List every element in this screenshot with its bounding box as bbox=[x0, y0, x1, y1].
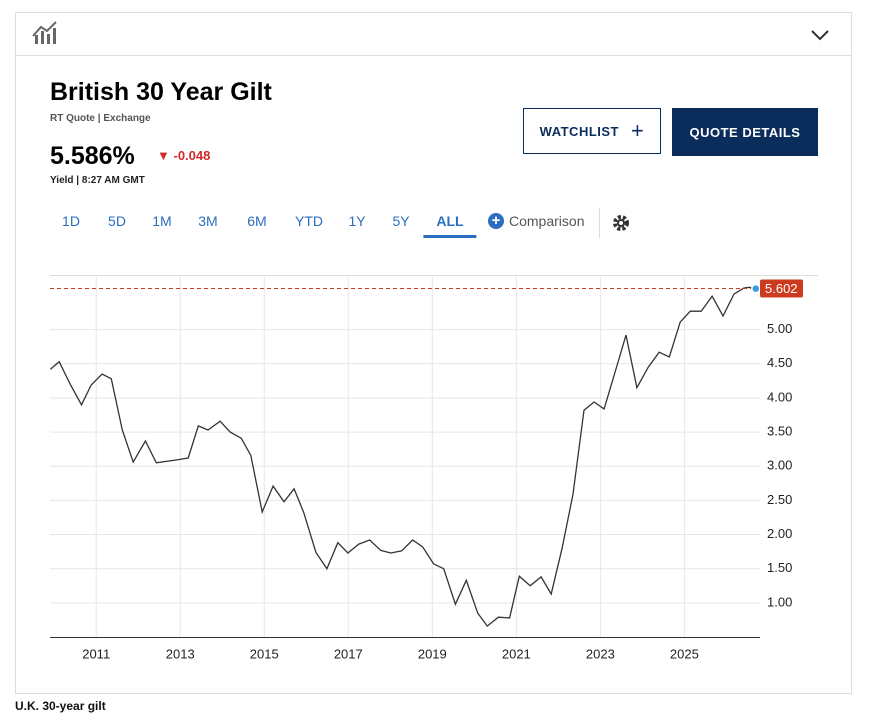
quote-title: British 30 Year Gilt bbox=[50, 78, 272, 106]
y-tick-label: 3.50 bbox=[767, 424, 792, 439]
range-tab[interactable]: 6M bbox=[247, 213, 267, 229]
down-arrow: ▼ bbox=[157, 148, 174, 163]
y-tick-label: 5.00 bbox=[767, 321, 792, 336]
comparison-label: Comparison bbox=[509, 213, 585, 229]
y-tick-label: 1.50 bbox=[767, 560, 792, 575]
quote-price: 5.586% bbox=[50, 142, 135, 170]
y-tick-label: 2.50 bbox=[767, 492, 792, 507]
last-point bbox=[751, 283, 761, 294]
x-tick-label: 2017 bbox=[334, 646, 363, 661]
range-tab[interactable]: YTD bbox=[295, 213, 323, 229]
caption: U.K. 30-year gilt bbox=[15, 699, 106, 713]
range-tab[interactable]: 1M bbox=[152, 213, 172, 229]
y-tick-label: 3.00 bbox=[767, 458, 792, 473]
y-tick-label: 1.00 bbox=[767, 594, 792, 609]
chart-icon[interactable] bbox=[32, 21, 57, 44]
x-tick-label: 2025 bbox=[670, 646, 699, 661]
watchlist-button[interactable]: WATCHLIST + bbox=[523, 108, 661, 154]
comparison-button[interactable]: + Comparison bbox=[488, 213, 584, 229]
quote-source: RT Quote | Exchange bbox=[50, 113, 151, 124]
plus-circle: + bbox=[488, 213, 504, 229]
range-tab[interactable]: 5D bbox=[108, 213, 126, 229]
range-tab[interactable]: 1D bbox=[62, 213, 80, 229]
price-line bbox=[49, 286, 756, 628]
y-tick-label: 4.50 bbox=[767, 355, 792, 370]
y-tick-label: 4.00 bbox=[767, 389, 792, 404]
button-label: WATCHLIST bbox=[539, 123, 619, 139]
x-tick-label: 2019 bbox=[418, 646, 447, 661]
x-tick-label: 2015 bbox=[250, 646, 279, 661]
range-tab[interactable]: 3M bbox=[198, 213, 218, 229]
collapse-chevron[interactable] bbox=[811, 30, 829, 41]
x-tick-label: 2021 bbox=[502, 646, 531, 661]
plus-icon: + bbox=[631, 118, 645, 143]
quote-change: ▼ -0.048 bbox=[157, 148, 210, 163]
last-value-label: 5.602 bbox=[765, 281, 798, 296]
range-tab[interactable]: 1Y bbox=[348, 213, 366, 229]
y-tick-label: 2.00 bbox=[767, 526, 792, 541]
x-tick-label: 2011 bbox=[82, 646, 110, 661]
quote-details-button[interactable]: QUOTE DETAILS bbox=[672, 108, 818, 156]
settings-gear[interactable] bbox=[613, 215, 629, 231]
range-tab[interactable]: 5Y bbox=[392, 213, 410, 229]
quote-meta: Yield | 8:27 AM GMT bbox=[50, 175, 145, 186]
last-value-badge bbox=[760, 279, 803, 298]
range-tab[interactable]: ALL bbox=[423, 213, 477, 238]
card bbox=[15, 12, 852, 694]
x-tick-label: 2023 bbox=[586, 646, 615, 661]
change-value: -0.048 bbox=[173, 148, 211, 163]
x-tick-label: 2013 bbox=[166, 646, 195, 661]
